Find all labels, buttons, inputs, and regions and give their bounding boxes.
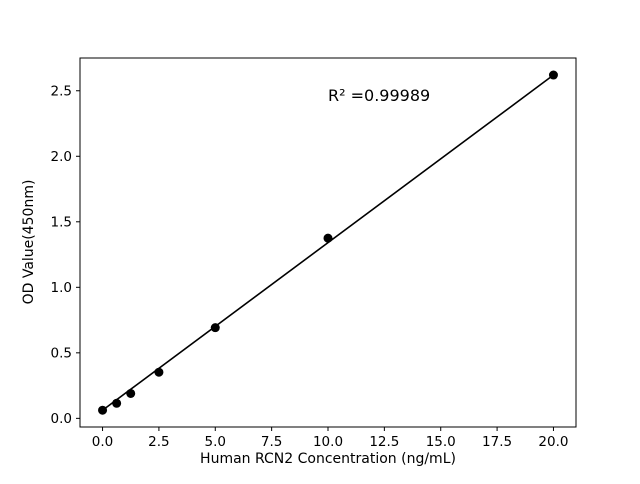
data-point [112, 398, 122, 408]
y-tick-label: 1.5 [51, 214, 72, 230]
x-tick-label: 2.5 [148, 434, 169, 450]
x-tick-label: 10.0 [313, 434, 343, 450]
x-tick-label: 20.0 [538, 434, 568, 450]
x-tick-label: 0.0 [92, 434, 113, 450]
y-tick-label: 0.5 [51, 345, 72, 361]
x-tick-label: 5.0 [205, 434, 226, 450]
data-point [210, 323, 220, 333]
data-point [548, 70, 558, 80]
r-squared-annotation: R² =0.99989 [328, 86, 430, 105]
data-point [323, 233, 333, 243]
x-axis-label: Human RCN2 Concentration (ng/mL) [200, 451, 456, 467]
plot-area: 0.0 2.5 5.0 7.5 10.0 12.5 15.0 17.5 20.0 0.0 0.5 1.… [51, 57, 577, 450]
x-tick-label: 17.5 [482, 434, 512, 450]
data-point [154, 367, 164, 377]
y-tick-label: 0.0 [51, 411, 72, 427]
x-tick-label: 15.0 [426, 434, 456, 450]
y-tick-label: 2.0 [51, 149, 72, 165]
y-tick-label: 1.0 [51, 280, 72, 296]
data-point [98, 405, 108, 415]
y-axis-label: OD Value(450nm) [21, 180, 37, 305]
x-tick-label: 7.5 [261, 434, 282, 450]
x-tick-label: 12.5 [369, 434, 399, 450]
data-point [126, 388, 136, 398]
y-tick-label: 2.5 [51, 83, 72, 99]
